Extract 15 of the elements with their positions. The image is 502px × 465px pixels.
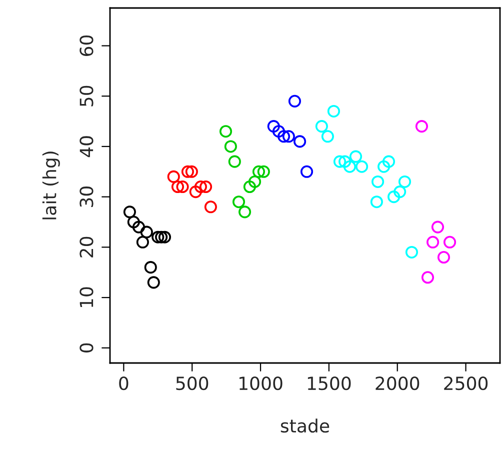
y-tick-label: 60 [80,35,94,56]
x-tick-label: 1000 [240,376,282,390]
x-tick-label: 2000 [376,376,420,390]
y-tick-label: 30 [80,186,94,207]
x-tick-label: 0 [119,376,128,390]
y-tick-label: 0 [80,343,94,352]
y-tick-label: 20 [80,236,94,258]
y-axis-title: lait (hg) [42,152,60,220]
x-tick-label: 500 [176,376,208,390]
x-tick-label: 1500 [308,376,351,390]
y-tick-label: 10 [80,287,94,308]
y-tick-label: 50 [80,86,94,106]
y-tick-label: 40 [80,136,94,158]
x-tick-label: 2500 [444,376,488,390]
x-axis-title: stade [280,418,330,433]
